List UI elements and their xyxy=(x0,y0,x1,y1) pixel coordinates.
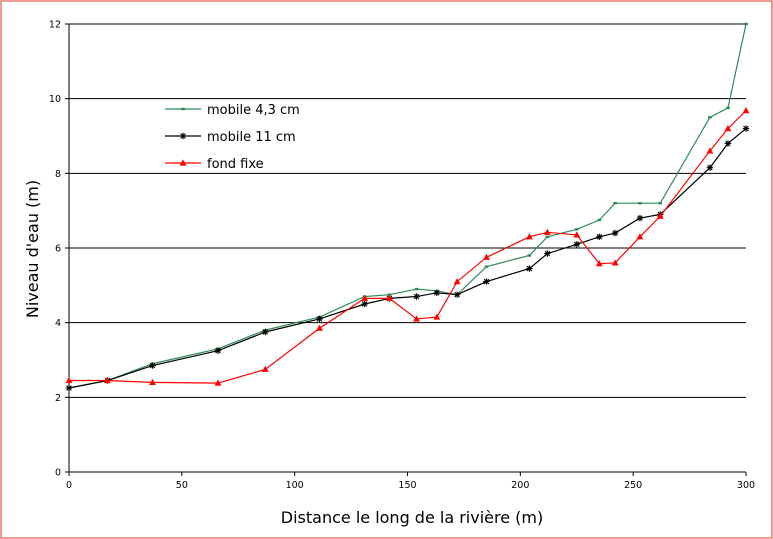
y-tick-label: 0 xyxy=(55,468,61,479)
data-point xyxy=(413,315,420,322)
data-point xyxy=(742,125,750,132)
legend-entry: mobile 11 cm xyxy=(165,130,296,145)
legend-label: mobile 4,3 cm xyxy=(207,103,300,118)
legend-label: fond fixe xyxy=(207,157,264,172)
data-point xyxy=(525,233,533,240)
data-point xyxy=(573,241,580,248)
data-point xyxy=(724,140,732,147)
legend: mobile 4,3 cm mobile 11 cm fond fixe xyxy=(165,103,300,172)
data-point xyxy=(544,228,551,235)
x-axis-ticks: 0 50 100 150 200 250 300 xyxy=(66,472,755,491)
data-point xyxy=(262,328,269,336)
data-point xyxy=(613,202,617,205)
series-layer xyxy=(65,22,750,392)
data-point xyxy=(573,231,581,238)
data-point xyxy=(316,324,323,331)
data-point xyxy=(483,253,490,260)
data-point xyxy=(595,260,603,267)
gridlines xyxy=(69,23,746,398)
y-tick-label: 12 xyxy=(49,20,61,31)
legend-entry: fond fixe xyxy=(165,157,264,172)
x-tick-label: 150 xyxy=(398,480,416,491)
data-point xyxy=(65,376,73,384)
data-point xyxy=(658,202,663,205)
series-3 xyxy=(65,107,750,386)
data-point xyxy=(636,233,644,240)
x-tick-label: 0 xyxy=(66,480,72,491)
y-axis-ticks: 0 2 4 6 8 10 12 xyxy=(49,20,69,479)
data-point xyxy=(361,300,368,308)
data-point xyxy=(744,22,748,26)
data-point xyxy=(597,218,602,222)
data-point xyxy=(742,107,750,114)
data-point xyxy=(638,202,642,205)
data-point xyxy=(214,379,222,386)
data-point xyxy=(706,147,714,154)
data-point xyxy=(316,315,323,323)
x-tick-label: 300 xyxy=(737,480,755,491)
data-point xyxy=(453,278,461,285)
data-point xyxy=(545,235,550,238)
y-axis-label: Niveau d'eau (m) xyxy=(23,180,42,318)
data-point xyxy=(149,362,156,369)
data-point xyxy=(706,164,714,171)
data-point xyxy=(611,229,619,237)
data-point xyxy=(527,254,532,257)
data-point xyxy=(361,294,369,301)
legend-label: mobile 11 cm xyxy=(207,130,296,145)
data-point xyxy=(483,278,490,285)
y-tick-label: 4 xyxy=(55,318,61,329)
data-point xyxy=(413,293,420,300)
legend-swatch-marker xyxy=(179,159,187,166)
data-point xyxy=(103,376,111,384)
series-line xyxy=(69,110,747,384)
x-tick-label: 50 xyxy=(176,480,188,491)
data-point xyxy=(611,259,619,266)
series-line xyxy=(68,23,747,389)
data-point xyxy=(433,313,441,320)
data-point xyxy=(261,365,269,372)
x-tick-label: 250 xyxy=(624,480,642,491)
data-point xyxy=(656,212,664,219)
data-point xyxy=(453,291,461,298)
series-line xyxy=(68,128,747,389)
x-tick-label: 100 xyxy=(286,480,304,491)
x-axis-label: Distance le long de la rivière (m) xyxy=(281,508,543,527)
y-tick-label: 8 xyxy=(55,169,61,180)
data-point xyxy=(484,265,489,268)
data-point xyxy=(726,106,730,110)
data-point xyxy=(596,233,603,240)
data-point xyxy=(526,265,533,272)
legend-swatch-marker xyxy=(179,132,187,140)
data-point xyxy=(544,250,551,257)
data-point xyxy=(636,214,644,222)
data-point xyxy=(724,124,732,132)
data-point xyxy=(387,293,392,296)
y-tick-label: 2 xyxy=(55,393,61,404)
data-point xyxy=(708,116,712,119)
y-tick-label: 6 xyxy=(55,244,61,255)
data-point xyxy=(574,228,579,231)
data-point xyxy=(149,378,156,385)
data-point xyxy=(414,287,419,291)
data-point xyxy=(65,384,73,392)
data-point xyxy=(433,289,441,296)
data-point xyxy=(386,294,393,301)
y-tick-label: 10 xyxy=(49,94,61,105)
x-tick-label: 200 xyxy=(511,480,529,491)
data-point xyxy=(214,347,222,354)
legend-entry: mobile 4,3 cm xyxy=(165,103,300,118)
legend-swatch-marker xyxy=(181,107,185,111)
